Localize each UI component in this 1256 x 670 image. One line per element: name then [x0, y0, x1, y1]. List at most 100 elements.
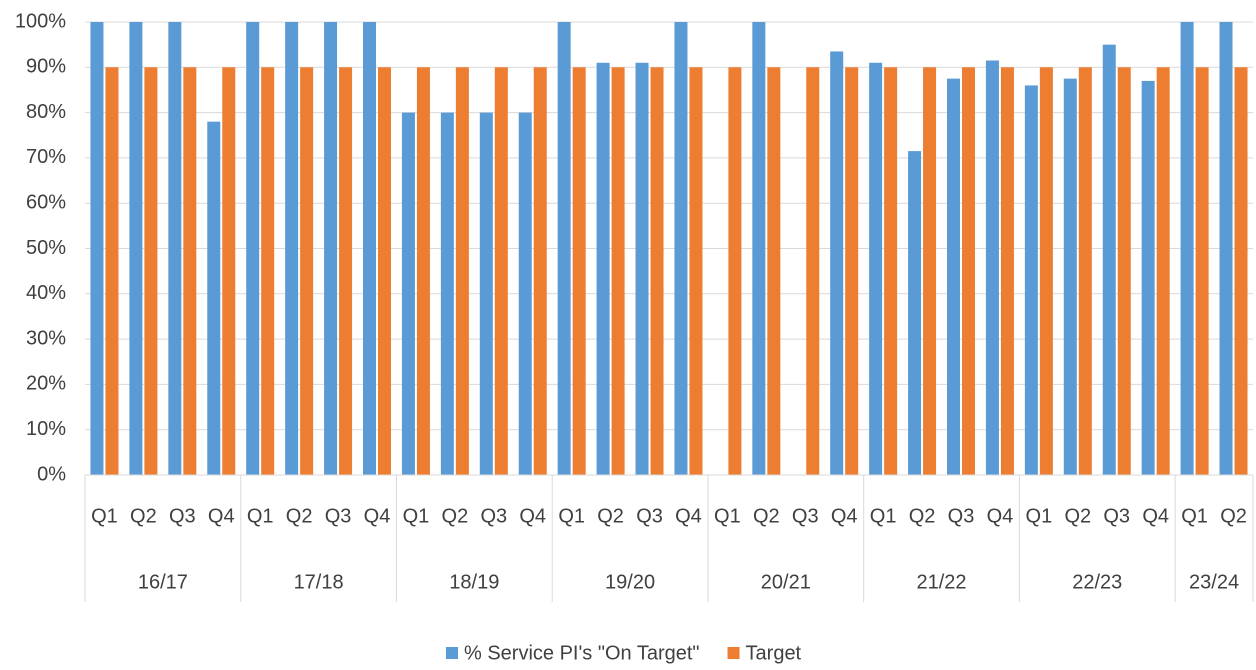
- bar: [1219, 22, 1233, 475]
- y-tick-label: 10%: [26, 418, 66, 440]
- bar: [635, 62, 649, 476]
- bar: [1141, 80, 1155, 475]
- x-tick-label: Q2: [597, 505, 624, 527]
- bar: [985, 60, 999, 475]
- legend-swatch: [446, 647, 458, 659]
- bar: [806, 67, 820, 476]
- x-tick-label: Q4: [519, 505, 546, 527]
- bar: [1024, 85, 1038, 476]
- bar: [300, 67, 314, 476]
- x-tick-label: Q1: [247, 505, 274, 527]
- x-tick-label: Q1: [1026, 505, 1053, 527]
- bar: [845, 67, 859, 476]
- y-tick-label: 90%: [26, 56, 66, 78]
- y-tick-label: 60%: [26, 191, 66, 213]
- bar: [416, 67, 430, 476]
- bar: [222, 67, 236, 476]
- bar: [1117, 67, 1131, 476]
- bar: [1078, 67, 1092, 476]
- x-group-label: 20/21: [761, 571, 811, 593]
- legend-swatch: [727, 647, 740, 659]
- x-group-label: 17/18: [294, 571, 344, 593]
- bar: [324, 22, 338, 475]
- bar: [401, 112, 415, 475]
- bar: [479, 112, 493, 475]
- bar: [1195, 67, 1209, 476]
- x-tick-label: Q4: [675, 505, 702, 527]
- bar: [884, 67, 898, 476]
- y-tick-label: 20%: [26, 373, 66, 395]
- x-tick-label: Q4: [208, 505, 235, 527]
- x-tick-label: Q2: [286, 505, 313, 527]
- bar: [533, 67, 547, 476]
- bar: [261, 67, 275, 476]
- x-group-label: 22/23: [1072, 571, 1122, 593]
- x-group-label: 16/17: [138, 571, 188, 593]
- x-tick-label: Q3: [169, 505, 196, 527]
- bar: [518, 112, 532, 475]
- bar: [105, 67, 119, 476]
- y-tick-label: 40%: [26, 282, 66, 304]
- x-tick-label: Q2: [130, 505, 157, 527]
- bar: [923, 67, 937, 476]
- bar: [1156, 67, 1170, 476]
- x-tick-label: Q1: [91, 505, 118, 527]
- bar: [129, 22, 143, 475]
- bar: [1102, 44, 1116, 476]
- bar: [611, 67, 625, 476]
- bar: [1180, 22, 1194, 475]
- legend-label: % Service PI's "On Target": [464, 642, 700, 664]
- bar: [285, 22, 299, 475]
- bar: [90, 22, 104, 475]
- x-group-label: 19/20: [605, 571, 655, 593]
- bar: [246, 22, 260, 475]
- bar: [962, 67, 975, 476]
- bar: [830, 51, 844, 475]
- bar: [168, 22, 182, 475]
- bar: [1039, 67, 1053, 476]
- x-tick-label: Q1: [558, 505, 585, 527]
- bar: [207, 121, 221, 475]
- bar: [440, 112, 454, 475]
- x-tick-label: Q3: [480, 505, 507, 527]
- bar: [572, 67, 586, 476]
- x-tick-label: Q2: [1220, 505, 1247, 527]
- bar: [378, 67, 391, 476]
- bar: [339, 67, 353, 476]
- bar: [1063, 78, 1077, 475]
- x-group-label: 21/22: [917, 571, 967, 593]
- bar: [752, 22, 766, 475]
- bar: [650, 67, 664, 476]
- y-tick-label: 70%: [26, 146, 66, 168]
- x-group-label: 18/19: [449, 571, 499, 593]
- x-tick-label: Q3: [636, 505, 663, 527]
- bar: [728, 67, 742, 476]
- bar: [363, 22, 376, 475]
- x-tick-label: Q1: [870, 505, 897, 527]
- x-group-label: 23/24: [1189, 571, 1239, 593]
- y-tick-label: 30%: [26, 327, 66, 349]
- bar: [689, 67, 703, 476]
- y-tick-label: 80%: [26, 101, 66, 123]
- y-tick-label: 50%: [26, 237, 66, 259]
- x-tick-label: Q2: [909, 505, 936, 527]
- bar: [1000, 67, 1014, 476]
- bar: [767, 67, 781, 476]
- x-tick-label: Q1: [1181, 505, 1208, 527]
- x-tick-label: Q4: [831, 505, 858, 527]
- x-tick-label: Q4: [364, 505, 391, 527]
- x-tick-label: Q1: [714, 505, 741, 527]
- bar: [869, 62, 883, 476]
- bar: [674, 22, 688, 475]
- y-tick-label: 0%: [37, 463, 66, 485]
- x-tick-label: Q3: [325, 505, 352, 527]
- bar: [183, 67, 197, 476]
- bar: [596, 62, 610, 476]
- x-tick-label: Q4: [1142, 505, 1169, 527]
- x-tick-label: Q3: [948, 505, 975, 527]
- bar: [494, 67, 508, 476]
- bar: [144, 67, 158, 476]
- bar: [908, 151, 922, 476]
- y-tick-label: 100%: [15, 10, 66, 32]
